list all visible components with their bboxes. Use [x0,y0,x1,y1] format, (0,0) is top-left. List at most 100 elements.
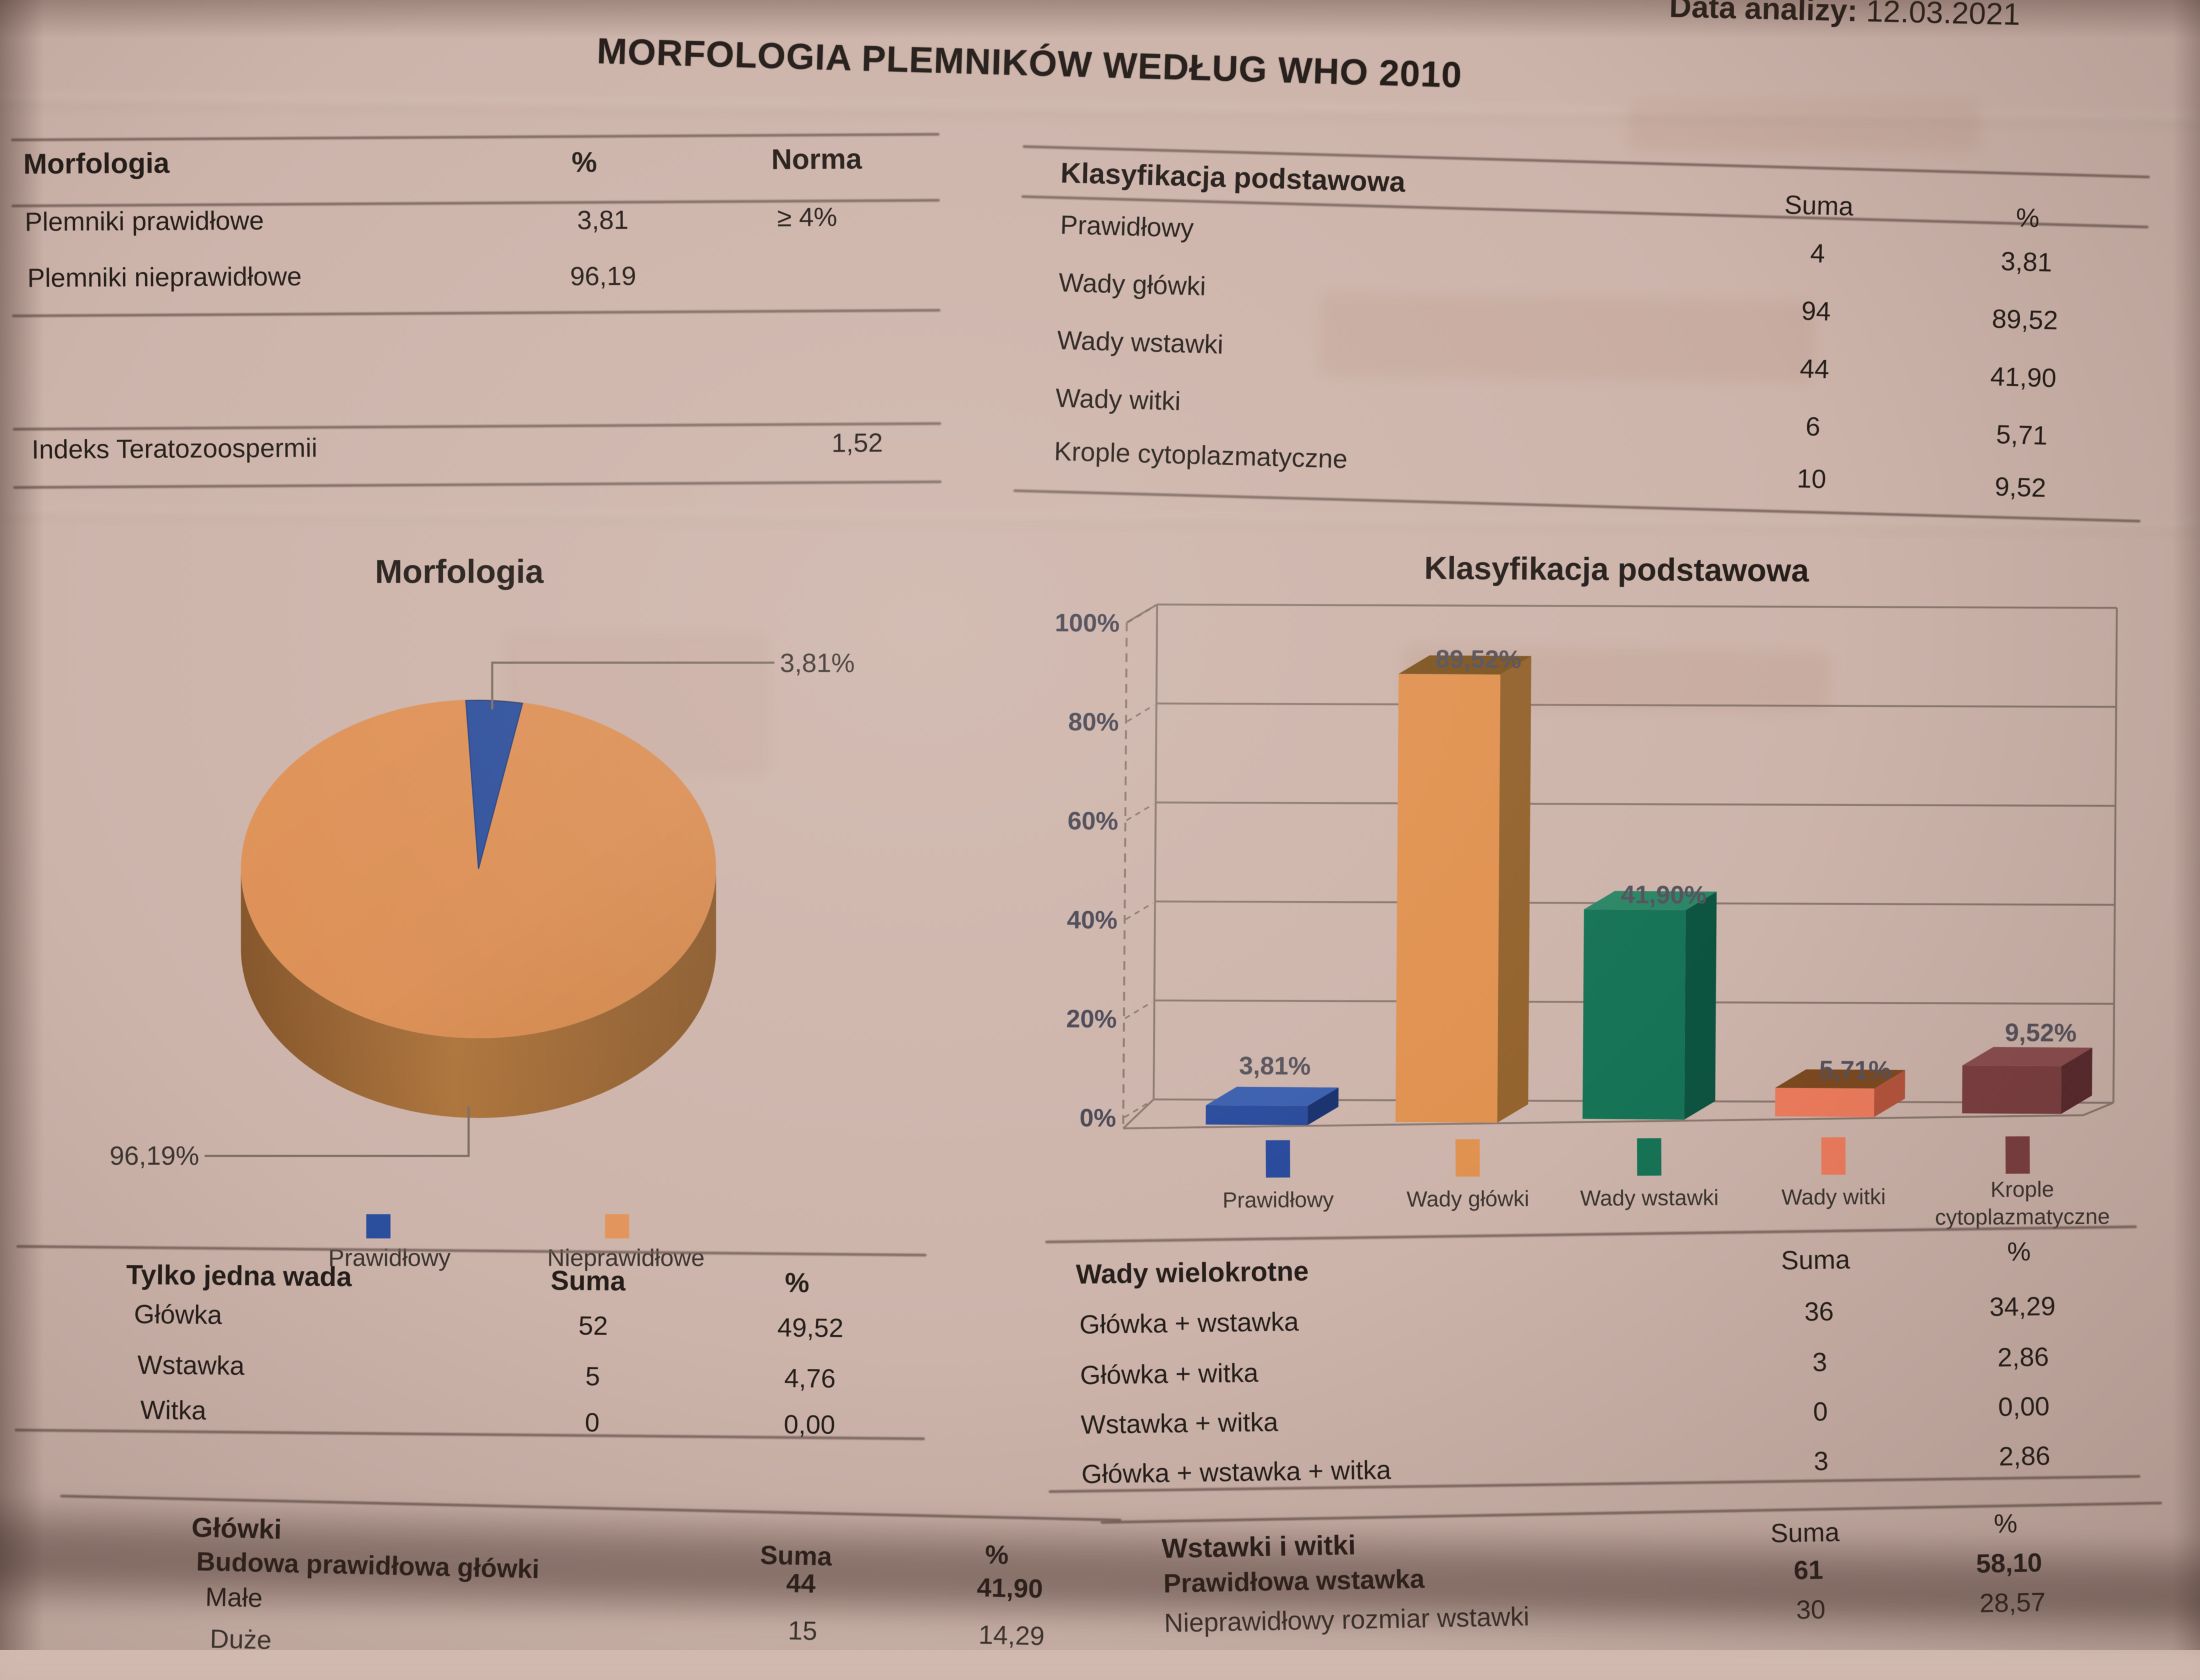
row-label: Witka [140,1396,207,1426]
bar-data-labels: 3,81% 89,52% 41,90% 5,71% 9,52% [1239,645,2077,1084]
row-suma: 5 [585,1362,601,1392]
row-pct: 14,29 [978,1620,1045,1651]
pie-callout-line [491,662,774,709]
legend-swatch-wady-witki [1821,1137,1846,1175]
bar-krople [1962,1046,2093,1114]
row-suma: 4 [1810,239,1825,269]
row-label: Wady główki [1058,268,1207,302]
rule-line [13,480,942,489]
legend-swatch-prawidlowy [366,1214,391,1238]
row-label: Nieprawidłowy rozmiar wstawki [1164,1602,1530,1638]
row-label: Prawidłowa wstawka [1163,1565,1425,1599]
bar-wady-wstawki [1582,891,1717,1120]
column-header: Suma [550,1265,626,1297]
y-tick: 100% [1055,608,1120,637]
y-axis-labels: 100% 80% 60% 40% 20% 0% [1055,608,1120,1132]
legend-swatch-prawidlowy [1266,1140,1290,1178]
row-pct: 28,57 [1979,1588,2046,1618]
row-suma: 15 [787,1616,818,1646]
y-tick: 40% [1067,905,1118,934]
legend-label: Nieprawidłowe [547,1244,705,1271]
row-suma: 6 [1805,412,1821,442]
bar-chart-title: Klasyfikacja podstawowa [1424,550,1810,589]
row-pct: 5,71 [1995,420,2048,451]
y-tick: 80% [1068,707,1119,736]
row-label: Prawidłowy [1059,210,1195,244]
rule-line [12,309,941,317]
column-header: % [2015,203,2040,234]
legend-swatch-nieprawidlowe [605,1214,629,1238]
row-value: 3,81 [577,206,629,235]
row-pct: 0,00 [1998,1392,2050,1422]
row-pct: 89,52 [1991,304,2059,336]
pie-data-label: 96,19% [109,1142,199,1171]
y-tick: 0% [1080,1103,1116,1132]
pie-side-face [241,869,716,1118]
bar-value-label: 3,81% [1239,1051,1311,1080]
pie-data-label: 3,81% [780,649,855,678]
row-pct: 2,86 [1997,1342,2049,1373]
bar-wady-witki [1775,1069,1905,1117]
row-label: Główka + witka [1080,1358,1259,1391]
row-value: 96,19 [570,262,636,291]
analysis-date-label: Data analizy: [1669,0,1858,28]
row-label: Główka [134,1300,222,1330]
row-suma: 44 [1799,354,1830,384]
column-header: Norma [771,143,862,176]
index-value: 1,52 [831,428,883,458]
axis-ticks [1124,605,1156,1119]
legend-label: Wady główki [1406,1187,1529,1211]
klasyfikacja-table: Klasyfikacja podstawowa Suma % Prawidłow… [1013,137,2156,542]
column-header: Klasyfikacja podstawowa [1060,157,1406,199]
row-pct: 41,90 [1990,362,2057,393]
bar-value-label: 89,52% [1436,645,1521,674]
column-header: % [985,1540,1009,1571]
row-norma: ≥ 4% [777,202,838,233]
analysis-date-value: 12.03.2021 [1866,0,2021,32]
row-pct: 49,52 [777,1313,844,1343]
wady-wielokrotne-table: Wady wielokrotne Suma % Główka + wstawka… [1045,1210,2143,1511]
legend-label: cytoplazmatyczne [1935,1205,2110,1230]
bar-chart-klasyfikacja: Klasyfikacja podstawowa [1055,550,2118,1230]
row-suma: 0 [1813,1397,1828,1427]
column-header: % [1993,1509,2018,1539]
y-tick: 20% [1066,1004,1116,1033]
row-label: Plemniki nieprawidłowe [27,262,302,293]
legend-label: Wady wstawki [1580,1186,1719,1210]
row-label: Wstawka [137,1351,245,1381]
row-label: Małe [205,1583,263,1613]
row-suma: 52 [578,1311,608,1341]
report-title: MORFOLOGIA PLEMNIKÓW WEDŁUG WHO 2010 [596,30,1463,95]
bar-legend: Prawidłowy Wady główki Wady wstawki Wady… [1223,1136,2110,1230]
row-pct: 4,76 [784,1364,836,1394]
row-suma: 36 [1804,1297,1834,1327]
row-suma: 61 [1793,1555,1824,1585]
row-suma: 10 [1796,464,1827,494]
y-tick: 60% [1068,806,1118,835]
ink-bleed-smudge [1628,102,1980,151]
tylko-jedna-wada-table: Tylko jedna wada Suma % Główka 52 49,52 … [14,1237,930,1455]
morfologia-table: Morfologia % Norma Plemniki prawidłowe 3… [11,126,943,506]
row-label: Krople cytoplazmatyczne [1053,437,1348,475]
column-header: Morfologia [23,147,170,180]
bar-value-label: 41,90% [1621,880,1707,909]
index-label: Indeks Teratozoospermii [31,433,318,465]
legend-label: Wady witki [1781,1185,1886,1210]
rule-line [16,1244,927,1257]
pie-chart-morfologia: Morfologia 3,81% 96,19% Prawidłowy Niepr… [109,553,855,1271]
row-label: Główka + wstawka [1079,1307,1299,1340]
rule-line [11,133,940,141]
legend-swatch-wady-glowki [1455,1139,1480,1177]
column-header: Suma [1784,190,1854,222]
column-header: Suma [1770,1518,1840,1549]
wstawki-witki-table: Wstawki i witki Suma % Prawidłowa wstawk… [1100,1465,2170,1650]
column-header: Tylko jedna wada [126,1259,352,1292]
row-pct: 9,52 [1994,472,2047,503]
legend-label: Prawidłowy [1223,1188,1334,1213]
column-header: Główki [191,1512,282,1545]
column-header: % [2007,1237,2031,1267]
legend-swatch-krople [2005,1136,2030,1174]
row-suma: 94 [1801,296,1832,327]
column-header: Wstawki i witki [1161,1529,1356,1564]
